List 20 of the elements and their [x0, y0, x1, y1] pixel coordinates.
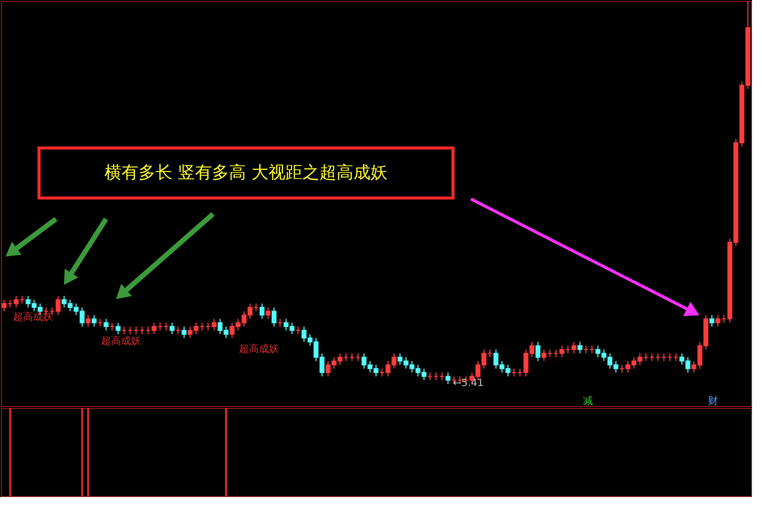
annotation: 超高成妖 — [13, 311, 53, 323]
candlestick — [446, 372, 450, 384]
candlestick — [709, 314, 714, 328]
text: 减 — [583, 395, 593, 407]
candlestick — [182, 326, 187, 339]
candlestick — [577, 341, 582, 354]
text: 财 — [708, 395, 718, 407]
candlestick — [170, 322, 175, 335]
candlestick — [272, 306, 276, 328]
annotation: 超高成妖 — [239, 343, 279, 355]
text: 横有多长 竖有多高 大视距之超高成妖 — [104, 163, 388, 183]
annotation: 超高成妖 — [101, 335, 141, 347]
candlestick — [104, 318, 109, 331]
candlestick — [86, 314, 91, 328]
candlestick — [266, 306, 270, 320]
candlestick — [535, 341, 540, 362]
candlestick — [260, 303, 264, 320]
candlestick — [92, 314, 97, 328]
candlestick — [116, 322, 121, 335]
annotation: ←5.41 — [453, 378, 484, 389]
